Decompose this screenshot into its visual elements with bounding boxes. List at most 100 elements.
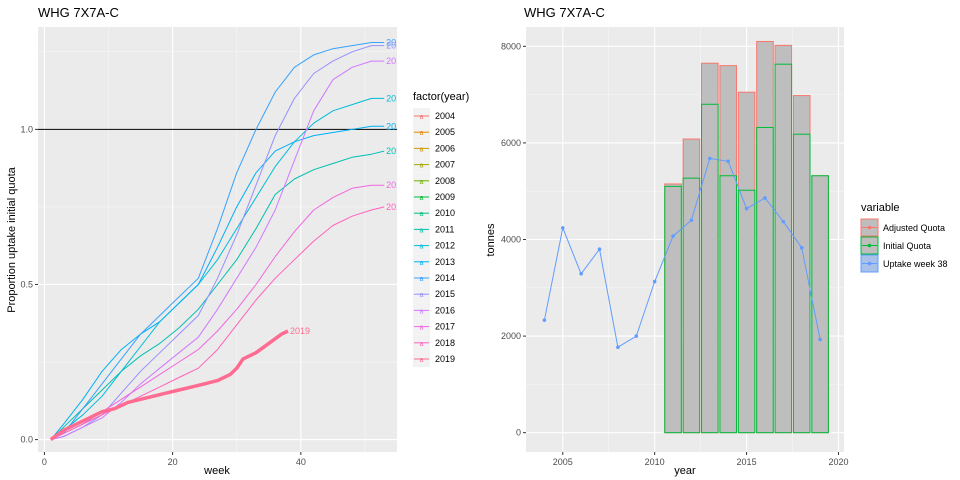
left-x-tick-label: 20: [168, 457, 178, 467]
legend-glyph-2006: a: [420, 146, 424, 153]
legend-glyph-2004: a: [420, 114, 424, 121]
uptake-point-2006: [579, 271, 583, 276]
legend-glyph-2018: a: [420, 341, 424, 348]
left-x-tick-label: 0: [42, 457, 47, 467]
right-y-axis-label: tonnes: [485, 223, 497, 257]
uptake-point-2011: [671, 234, 675, 238]
legend-label-2007: 2007: [435, 160, 455, 170]
variable-legend: variable Adjusted Quota Initial Quota Upta…: [860, 202, 948, 273]
initial-quota-bar-2016: [756, 126, 774, 434]
variable-legend-title: variable: [861, 202, 900, 214]
initial-quota-bar-2019: [811, 175, 829, 434]
quota-bars: [664, 40, 829, 434]
legend-glyph-2014: a: [420, 276, 424, 283]
initial-quota-bar-2013: [701, 103, 719, 434]
legend-label-2: Uptake week 38: [883, 259, 948, 269]
legend-label-1: Initial Quota: [883, 241, 931, 251]
uptake-point-2017: [781, 219, 786, 224]
legend-label-2019: 2019: [435, 354, 455, 364]
legend-label-2005: 2005: [435, 127, 455, 137]
legend-glyph-2005: a: [420, 130, 424, 137]
legend-glyph-2010: a: [420, 211, 424, 218]
uptake-point-2004: [542, 318, 547, 322]
end-label-2017: 2017: [386, 180, 406, 190]
legend-label-2008: 2008: [435, 176, 455, 186]
series-line-2013: [50, 125, 385, 440]
end-label-2015: 2015: [386, 41, 406, 51]
legend-glyph-2017: a: [420, 325, 424, 332]
left-x-tick-label: 40: [296, 457, 306, 467]
legend-label-2013: 2013: [435, 257, 455, 267]
legend-glyph-2019: a: [420, 357, 424, 364]
left-y-tick-label: 0.5: [20, 279, 33, 289]
uptake-point-2015: [744, 206, 749, 211]
quota-bar-chart: WHG 7X7A-C 2005 2010 2015 2020 0 2000 4000 6000…: [485, 5, 849, 477]
year-legend: factor(year) a 2004 a 2005 a 2006 a 2007 a 2008 a 2…: [413, 91, 469, 367]
right-y-tick-label: 0: [516, 428, 521, 438]
left-plot-panel: [38, 27, 397, 452]
end-label-2019: 2019: [290, 326, 310, 336]
end-label-2014: 2014: [386, 38, 406, 48]
right-x-tick-label: 2010: [645, 457, 665, 467]
series-line-2012: [50, 97, 385, 441]
legend-label-2004: 2004: [435, 111, 455, 121]
legend-label-2015: 2015: [435, 289, 455, 299]
initial-quota-bar-2017: [774, 63, 793, 434]
left-y-tick-label: 1.0: [20, 124, 33, 134]
legend-glyph-2009: a: [420, 195, 424, 202]
legend-label-2012: 2012: [435, 241, 455, 251]
right-chart-title: WHG 7X7A-C: [524, 5, 605, 20]
series-line-2018: [50, 206, 385, 441]
legend-glyph-2013: a: [420, 260, 424, 267]
legend-label-2010: 2010: [435, 208, 455, 218]
legend-glyph-2008: a: [420, 179, 424, 186]
right-x-tick-label: 2015: [737, 457, 757, 467]
initial-quota-bar-2018: [792, 133, 811, 434]
right-y-tick-label: 2000: [501, 331, 521, 341]
uptake-point-2007: [597, 247, 602, 251]
left-chart-title: WHG 7X7A-C: [38, 5, 119, 20]
left-y-axis-label: Proportion uptake initial quota: [6, 166, 18, 312]
series-line-2016: [50, 60, 385, 441]
uptake-week-38-line: [543, 157, 821, 349]
uptake-point-2005: [560, 226, 565, 230]
initial-quota-bar-2012: [682, 177, 701, 434]
end-label-2012: 2012: [386, 93, 406, 103]
left-axis-ticks: 0 20 40 0.0 0.5 1.0: [20, 124, 305, 467]
legend-label-2016: 2016: [435, 305, 455, 315]
legend-glyph-2016: a: [420, 308, 424, 315]
year-legend-title: factor(year): [413, 91, 469, 103]
uptake-point-2018: [799, 245, 804, 250]
legend-glyph-2012: a: [420, 244, 424, 251]
end-label-2011: 2011: [386, 146, 405, 156]
legend-label-2014: 2014: [435, 273, 455, 283]
right-axis-ticks: 2005 2010 2015 2020 0 2000 4000 6000 8000: [501, 41, 849, 467]
uptake-point-2008: [616, 345, 620, 349]
uptake-point-2013: [708, 156, 712, 161]
right-x-tick-label: 2020: [828, 457, 848, 467]
legend-glyph-2015: a: [420, 292, 424, 299]
legend-key-dot-1: [867, 243, 872, 248]
uptake-point-2012: [689, 218, 694, 222]
end-label-2013: 2013: [386, 121, 406, 131]
left-x-axis-label: week: [203, 465, 230, 477]
uptake-point-2016: [763, 196, 767, 200]
initial-quota-bar-2015: [737, 189, 756, 434]
right-y-tick-label: 6000: [501, 138, 521, 148]
legend-label-2018: 2018: [435, 338, 455, 348]
end-label-2016: 2016: [386, 56, 406, 66]
right-x-axis-label: year: [674, 465, 696, 477]
legend-label-0: Adjusted Quota: [883, 223, 945, 233]
right-x-tick-label: 2005: [553, 457, 573, 467]
uptake-point-2010: [652, 279, 657, 284]
uptake-point-2019: [818, 337, 822, 342]
legend-label-2006: 2006: [435, 143, 455, 153]
legend-label-2011: 2011: [435, 224, 454, 234]
legend-label-2017: 2017: [435, 322, 455, 332]
uptake-line: [542, 156, 822, 349]
series-line-2011: [50, 150, 385, 440]
series-line-2014: [50, 42, 385, 441]
